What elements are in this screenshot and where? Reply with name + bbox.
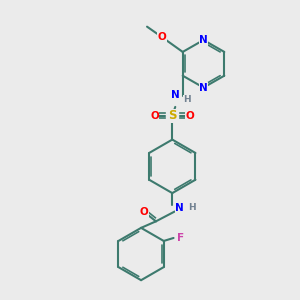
Text: F: F bbox=[176, 233, 184, 243]
Text: N: N bbox=[175, 203, 184, 213]
Text: N: N bbox=[199, 35, 208, 45]
Text: O: O bbox=[150, 111, 159, 121]
Text: S: S bbox=[168, 109, 176, 122]
Text: O: O bbox=[186, 111, 194, 121]
Text: N: N bbox=[199, 82, 208, 93]
Text: H: H bbox=[183, 95, 191, 104]
Text: N: N bbox=[171, 90, 180, 100]
Text: O: O bbox=[140, 207, 148, 218]
Text: O: O bbox=[158, 32, 166, 42]
Text: H: H bbox=[188, 203, 195, 212]
